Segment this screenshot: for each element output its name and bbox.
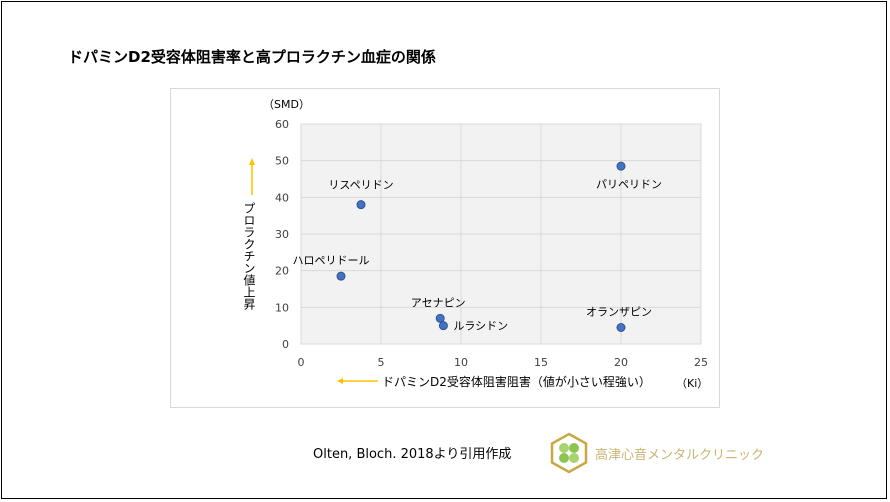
data-label: パリペリドン: [596, 178, 662, 191]
x-unit-label: （Ki）: [676, 377, 708, 390]
data-point: [616, 323, 626, 332]
y-tick-label: 40: [275, 191, 289, 204]
data-point: [616, 161, 626, 171]
clinic-name: 高津心音メンタルクリニック: [595, 448, 765, 463]
x-tick-label: 25: [694, 356, 708, 369]
data-label: アセナピン: [411, 296, 466, 309]
chart-container: 0 10 20 30 40 50 60 0 5 10 15 20 25 （SMD） （Ki） ドパミンD2受容…: [170, 88, 720, 408]
y-tick-label: 20: [275, 265, 289, 278]
y-unit-label: （SMD）: [263, 98, 310, 111]
x-axis-label: ドパミンD2受容体阻害阻害（値が小さい程強い）: [382, 374, 651, 389]
y-axis-label: プロラクチン値上昇: [242, 202, 256, 311]
data-point: [438, 321, 448, 331]
data-label: ハロペリドール: [293, 254, 370, 267]
y-tick-label: 30: [275, 228, 289, 241]
scatter-chart: 0 10 20 30 40 50 60 0 5 10 15 20 25 （SMD） （Ki） ドパミンD2受容…: [242, 98, 708, 390]
clinic-logo-icon: [550, 432, 588, 474]
x-tick-label: 5: [378, 356, 385, 369]
data-label: オランザピン: [586, 306, 652, 319]
data-label: リスペリドン: [328, 179, 393, 192]
source-citation: Olten, Bloch. 2018より引用作成: [313, 447, 512, 462]
data-point: [336, 271, 346, 281]
data-point: [356, 200, 366, 210]
data-label: ルラシドン: [453, 320, 508, 333]
x-tick-label: 10: [454, 356, 468, 369]
y-tick-label: 60: [275, 118, 289, 131]
y-tick-label: 50: [275, 155, 289, 168]
x-tick-label: 20: [614, 356, 628, 369]
y-tick-label: 0: [282, 338, 289, 351]
x-tick-label: 0: [298, 356, 305, 369]
x-tick-label: 15: [534, 356, 548, 369]
data-point: [435, 313, 445, 323]
y-arrow-head: [249, 158, 255, 165]
x-arrow-head: [337, 378, 343, 384]
y-tick-label: 10: [275, 301, 289, 314]
slide-title: ドパミンD2受容体阻害率と高プロラクチン血症の関係: [68, 48, 436, 66]
